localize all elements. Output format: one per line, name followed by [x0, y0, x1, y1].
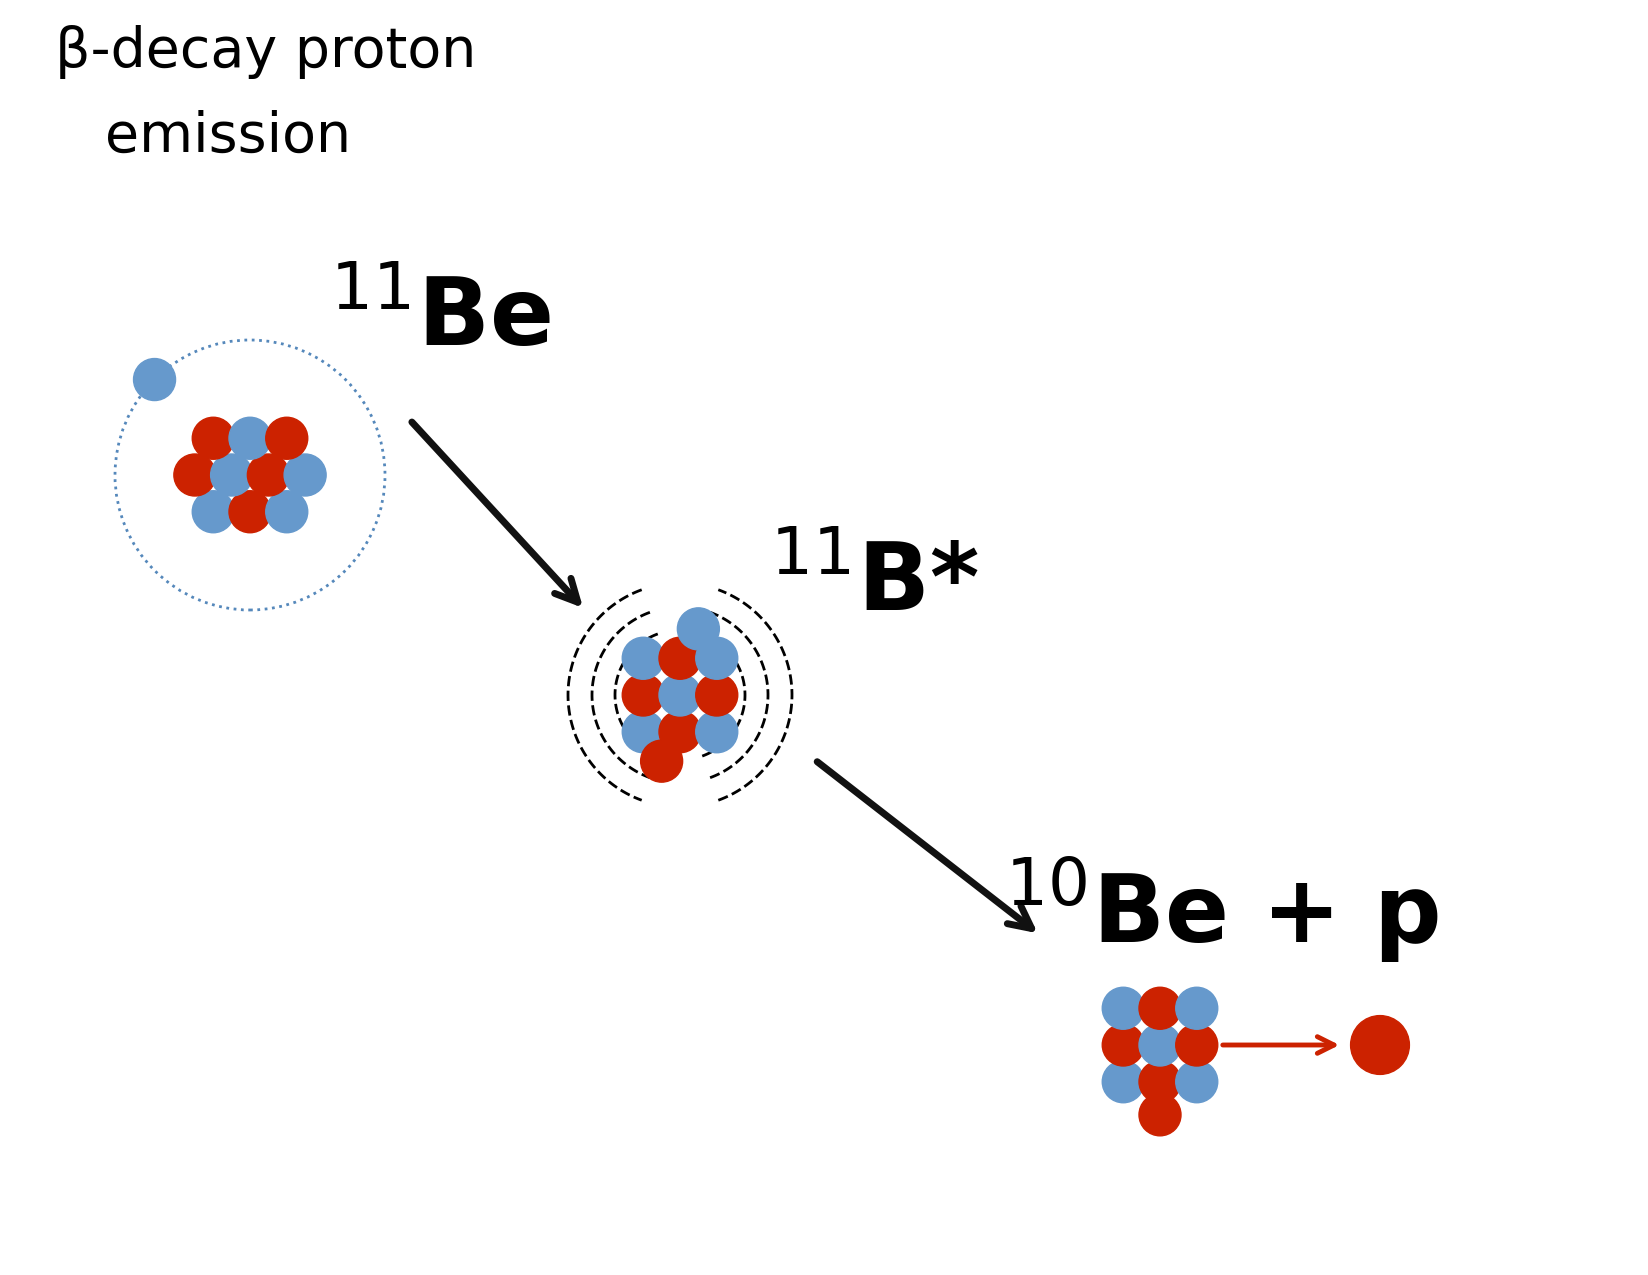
- Circle shape: [175, 454, 216, 496]
- Circle shape: [133, 358, 176, 400]
- Circle shape: [1175, 1061, 1218, 1103]
- Circle shape: [1103, 1061, 1144, 1103]
- Circle shape: [1139, 1061, 1182, 1103]
- Circle shape: [659, 638, 700, 680]
- Circle shape: [695, 638, 738, 680]
- Circle shape: [265, 491, 308, 533]
- Text: $^{11}$B*: $^{11}$B*: [770, 539, 979, 631]
- Circle shape: [1175, 987, 1218, 1029]
- Circle shape: [1351, 1016, 1409, 1075]
- Circle shape: [659, 710, 700, 752]
- Text: emission: emission: [105, 110, 351, 164]
- Circle shape: [1139, 987, 1182, 1029]
- Circle shape: [193, 417, 234, 459]
- Circle shape: [695, 674, 738, 717]
- Circle shape: [247, 454, 290, 496]
- Circle shape: [641, 741, 682, 782]
- Circle shape: [211, 454, 252, 496]
- Circle shape: [283, 454, 326, 496]
- Circle shape: [229, 491, 270, 533]
- Text: β-decay proton: β-decay proton: [54, 26, 476, 79]
- Circle shape: [1175, 1024, 1218, 1066]
- Circle shape: [659, 674, 700, 717]
- Circle shape: [623, 674, 664, 717]
- Circle shape: [193, 491, 234, 533]
- Circle shape: [1139, 1094, 1182, 1136]
- Circle shape: [695, 710, 738, 752]
- Circle shape: [1103, 987, 1144, 1029]
- Circle shape: [265, 417, 308, 459]
- Circle shape: [229, 417, 270, 459]
- Circle shape: [1139, 1024, 1182, 1066]
- Circle shape: [623, 638, 664, 680]
- Text: $^{10}$Be + p: $^{10}$Be + p: [1005, 856, 1439, 965]
- Circle shape: [623, 710, 664, 752]
- Text: $^{11}$Be: $^{11}$Be: [330, 274, 550, 366]
- Circle shape: [1103, 1024, 1144, 1066]
- Circle shape: [677, 608, 720, 650]
